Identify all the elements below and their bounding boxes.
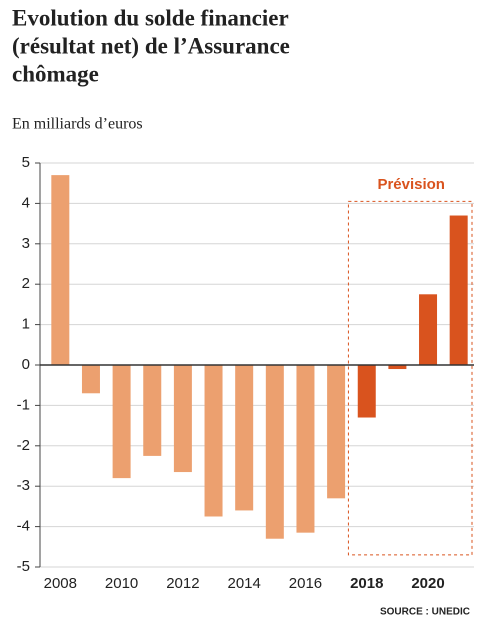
bar — [296, 365, 315, 533]
x-tick-label: 2012 — [166, 575, 199, 592]
bar — [204, 365, 223, 517]
y-tick-label: -5 — [17, 558, 30, 575]
chart-title: (résultat net) de l’Assurance — [12, 33, 290, 58]
y-tick-label: -3 — [17, 477, 30, 494]
x-tick-label: 2018 — [350, 575, 383, 592]
y-tick-label: -4 — [17, 518, 30, 535]
bar — [51, 175, 70, 365]
x-tick-label: 2010 — [105, 575, 138, 592]
bar — [265, 365, 284, 539]
bar — [449, 215, 468, 365]
x-tick-label: 2014 — [227, 575, 260, 592]
y-tick-label: 1 — [22, 316, 30, 333]
y-tick-label: 3 — [22, 235, 30, 252]
chart-subtitle: En milliards d’euros — [12, 116, 143, 133]
bar — [357, 365, 376, 418]
bar — [388, 365, 407, 370]
bar — [235, 365, 254, 511]
bar — [419, 294, 438, 365]
y-tick-label: -1 — [17, 396, 30, 413]
bar — [112, 365, 131, 479]
x-tick-label: 2008 — [44, 575, 77, 592]
bar — [173, 365, 192, 473]
chart-title: Evolution du solde financier — [12, 5, 289, 30]
x-tick-label: 2016 — [289, 575, 322, 592]
y-tick-label: 0 — [22, 356, 30, 373]
y-tick-label: 4 — [22, 194, 30, 211]
x-tick-label: 2020 — [411, 575, 444, 592]
forecast-label: Prévision — [377, 176, 445, 193]
y-tick-label: 5 — [22, 154, 30, 171]
bar — [81, 365, 100, 394]
y-tick-label: -2 — [17, 437, 30, 454]
forecast-box — [347, 200, 473, 556]
y-tick-label: 2 — [22, 275, 30, 292]
bar — [327, 365, 346, 499]
chart-title: chômage — [12, 61, 99, 86]
source: SOURCE : UNEDIC — [380, 607, 470, 618]
bar — [143, 365, 162, 456]
